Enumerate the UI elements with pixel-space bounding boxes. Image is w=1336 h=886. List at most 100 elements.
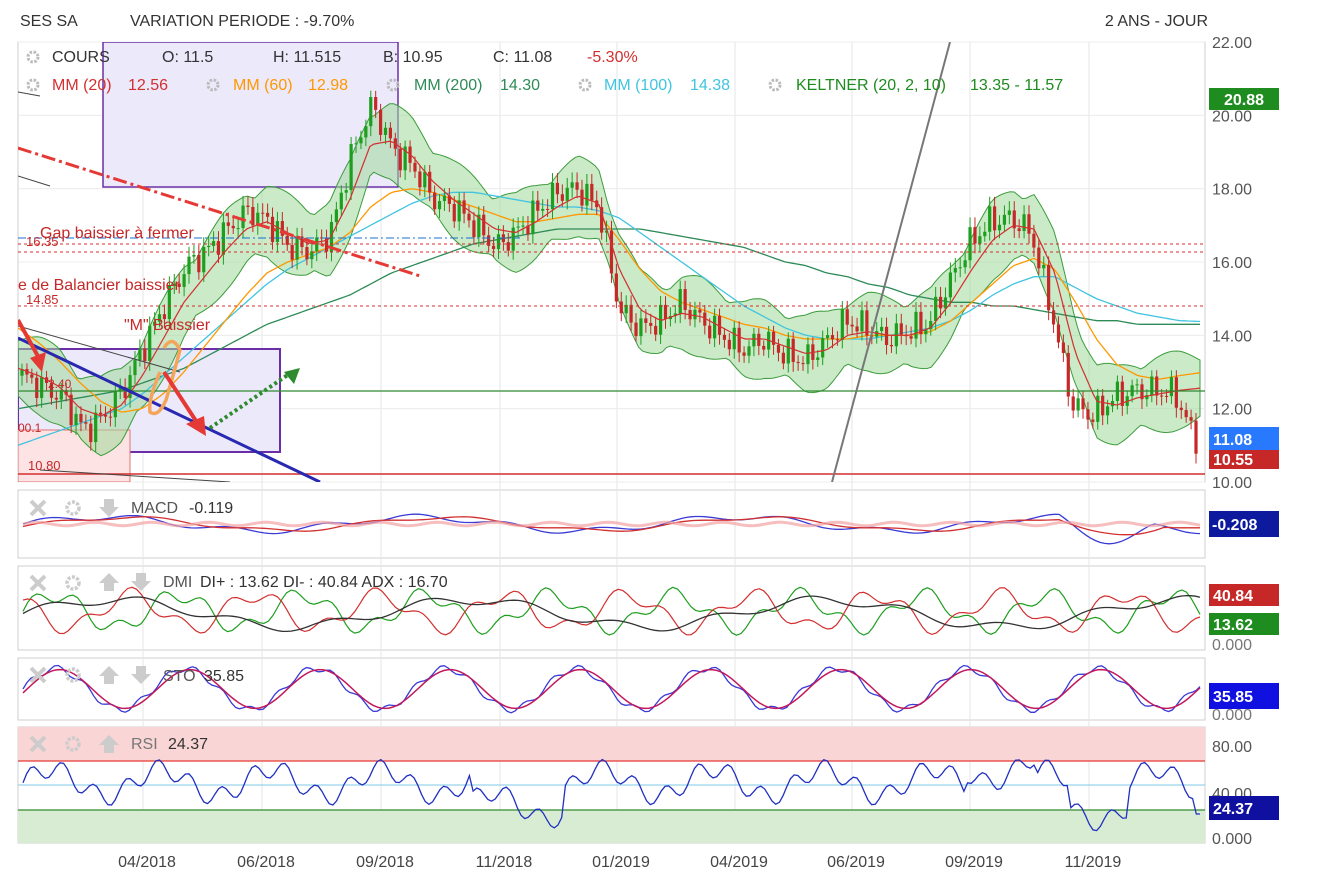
price-badge-top — [1209, 88, 1279, 110]
dmi-zero-tick: 0.000 — [1212, 637, 1252, 654]
candle-body — [374, 96, 378, 110]
candle-body — [943, 297, 948, 309]
candle-body — [1105, 406, 1110, 416]
candle-body — [565, 187, 569, 201]
level-1080-label: 10.80 — [28, 458, 61, 473]
gear-icon[interactable] — [206, 78, 220, 92]
ma60-label: MM (60) — [233, 77, 293, 94]
candle-body — [1002, 214, 1007, 225]
candle-body — [545, 208, 550, 210]
candle-body — [231, 225, 235, 229]
candle-body — [929, 321, 933, 330]
gear-icon[interactable] — [26, 50, 40, 64]
candle-body — [776, 344, 781, 353]
candle-body — [722, 334, 727, 340]
gap-annotation: Gap baissier à fermer — [40, 225, 195, 242]
candle-body — [452, 203, 456, 222]
grey-line-a — [18, 175, 51, 187]
time-axis: 04/2018 06/2018 09/2018 11/2018 01/2019 04/20… — [118, 854, 1121, 871]
candle-body — [300, 236, 304, 248]
candle-body — [624, 304, 628, 314]
grey-line-c — [18, 325, 181, 373]
candle-body — [506, 242, 510, 251]
sto-value: 35.85 — [204, 668, 244, 685]
gear-icon[interactable] — [386, 78, 400, 92]
sto-badge-text: 35.85 — [1213, 689, 1253, 706]
grey-arc-curve — [831, 42, 951, 482]
candle-body — [118, 387, 122, 392]
macd-value: -0.119 — [189, 500, 233, 517]
rsi-overbought-zone — [18, 727, 1205, 761]
candle-body — [49, 382, 54, 398]
candle-body — [516, 226, 520, 228]
ma20-label: MM (20) — [52, 77, 112, 94]
gear-icon[interactable] — [578, 78, 592, 92]
close-value: C: 11.08 — [493, 49, 552, 66]
candle-body — [909, 336, 913, 339]
candle-body — [423, 171, 427, 188]
di-plus-line — [22, 586, 1201, 636]
candle-body — [64, 390, 68, 395]
candle-body — [487, 235, 491, 246]
candle-body — [1169, 377, 1174, 397]
candle-body — [1120, 381, 1124, 406]
gear-icon[interactable] — [65, 575, 81, 591]
gear-icon[interactable] — [768, 78, 782, 92]
candle-body — [1066, 352, 1070, 397]
candle-body — [172, 283, 176, 287]
price-tick-label: 14.00 — [1212, 328, 1252, 345]
candle-body — [89, 423, 93, 443]
candle-body — [934, 296, 938, 322]
close-icon[interactable] — [29, 574, 47, 592]
candle-body — [177, 283, 181, 287]
red-arrowhead-left — [30, 352, 46, 372]
close-icon[interactable] — [29, 735, 47, 753]
gear-icon[interactable] — [26, 78, 40, 92]
gear-icon[interactable] — [65, 667, 81, 683]
price-badge-last-text: 11.08 — [1213, 432, 1252, 449]
close-icon[interactable] — [29, 666, 47, 684]
price-tick-label: 10.00 — [1212, 475, 1252, 492]
candle-body — [1042, 264, 1046, 269]
arrow-down-icon[interactable] — [99, 499, 119, 517]
candle-body — [1189, 417, 1193, 421]
candle-body — [693, 309, 697, 320]
ma100-label: MM (100) — [604, 77, 672, 94]
arrow-up-icon[interactable] — [99, 735, 119, 753]
arrow-up-icon[interactable] — [99, 573, 119, 591]
candle-body — [953, 267, 957, 273]
candle-body — [555, 182, 560, 195]
candle-body — [619, 301, 623, 314]
close-icon[interactable] — [29, 499, 47, 517]
balancier-annotation: e de Balancier baissier — [18, 277, 181, 294]
dmi-value: DI+ : 13.62 DI- : 40.84 ADX : 16.70 — [200, 574, 448, 591]
candle-body — [1017, 228, 1021, 232]
candle-body — [221, 222, 225, 255]
candle-body — [604, 230, 609, 233]
x-tick-label: 11/2018 — [476, 854, 533, 871]
arrow-down-icon[interactable] — [131, 666, 151, 684]
candle-body — [609, 230, 614, 274]
period-selector[interactable]: 2 ANS - JOUR — [1105, 13, 1208, 30]
candle-body — [835, 339, 840, 341]
arrow-down-icon[interactable] — [131, 573, 151, 591]
sto-d-line — [22, 668, 1201, 710]
price-badge-top-text: 20.88 — [1224, 92, 1264, 109]
candle-body — [74, 413, 78, 426]
candle-body — [103, 414, 108, 417]
gear-icon[interactable] — [65, 500, 81, 516]
gear-icon[interactable] — [65, 736, 81, 752]
arrow-up-icon[interactable] — [99, 666, 119, 684]
candle-body — [310, 251, 314, 260]
rsi-oversold-zone — [18, 810, 1205, 843]
candle-body — [113, 391, 117, 418]
dmi-panel — [17, 565, 1206, 651]
candle-body — [644, 318, 648, 323]
keltner-label: KELTNER (20, 2, 10) — [796, 77, 946, 94]
price-badge-support — [1209, 450, 1279, 469]
candle-body — [496, 234, 501, 250]
candle-body — [266, 212, 270, 217]
sto-k-line — [22, 664, 1201, 714]
candle-body — [541, 208, 545, 211]
